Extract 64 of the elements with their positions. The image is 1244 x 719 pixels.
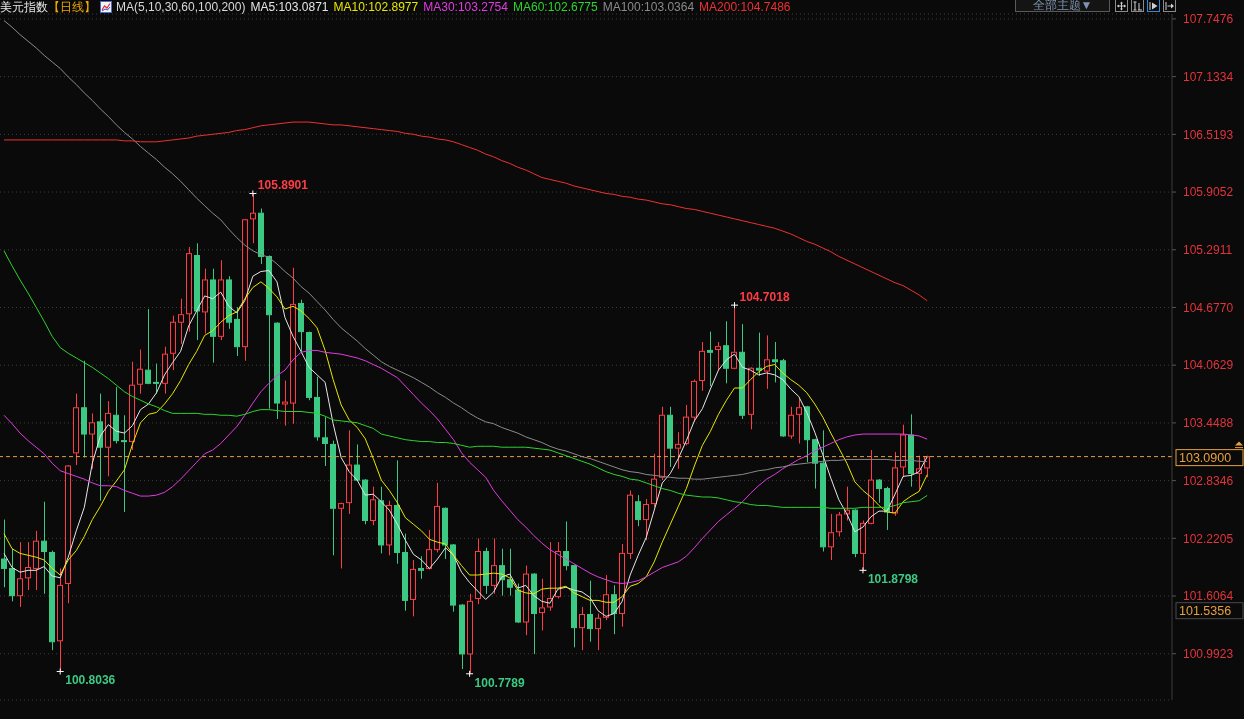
candlestick [346,429,352,515]
chart-subtitle: 【日线】 [48,0,96,14]
text: MA60:102.6775 [512,0,598,14]
candlestick [105,400,111,477]
line-series [3,121,928,302]
text: MA200:104.7486 [699,0,791,14]
y-tick-label: 107.1334 [1183,69,1234,84]
y-tick-label: 100.9923 [1183,647,1234,661]
candlestick [81,360,87,459]
y-tick-label: 104.6770 [1183,300,1234,315]
candlestick [17,541,23,608]
candlestick [121,414,127,513]
candlestick [394,459,400,565]
candlestick [210,268,216,364]
candlestick [619,543,625,628]
candlestick [410,559,416,617]
candlestick [178,298,184,345]
candlestick [89,412,95,470]
candlestick [748,367,754,430]
candlestick [820,429,826,553]
annotation: 100.8036 [65,673,116,688]
text: MA5:103.0871 [250,0,329,14]
y-tick-label: 101.6064 [1183,589,1234,604]
y-tick-label: 103.4488 [1183,416,1234,431]
candlestick [137,348,143,395]
line-series [3,20,928,480]
text: 103.0900 [1179,450,1232,465]
annotation: 100.7789 [474,675,525,690]
y-tick-label: 105.9052 [1183,185,1234,200]
candlestick [828,513,834,561]
candlestick [707,331,713,387]
text: 101.5356 [1179,603,1232,618]
candlestick [772,341,778,383]
text: MA100:103.0364 [602,0,695,14]
y-tick-label: 102.2205 [1183,531,1234,546]
annotation: 104.7018 [739,290,790,305]
candlestick [675,431,681,470]
chart-title: 美元指数 [0,0,48,14]
annotation: 105.8901 [257,178,309,193]
y-tick-label: 104.0629 [1183,358,1234,373]
y-tick-label: 105.2911 [1183,243,1233,258]
candlestick [97,393,103,502]
legend-title: MA(5,10,30,60,100,200) [116,0,246,14]
text: MA30:103.2754 [423,0,508,14]
candlestick [587,580,593,643]
candlestick [723,320,729,384]
candlestick [282,379,288,427]
candlestick [507,548,513,597]
candlestick [539,578,545,631]
candlestick [699,341,705,392]
y-tick-label: 102.8346 [1183,473,1234,488]
candlestick [322,416,328,467]
candlestick [1,519,7,588]
line-series [3,349,928,584]
candlestick [41,501,47,595]
candlestick [667,406,673,468]
candlestick [402,533,408,612]
y-tick-label: 107.7476 [1183,12,1234,27]
annotation: 101.8798 [867,572,919,587]
candlestick [202,268,208,335]
candlestick [290,267,296,425]
candlestick [194,242,200,341]
y-tick-label: 106.5193 [1183,127,1234,142]
text: MA10:102.8977 [333,0,419,14]
